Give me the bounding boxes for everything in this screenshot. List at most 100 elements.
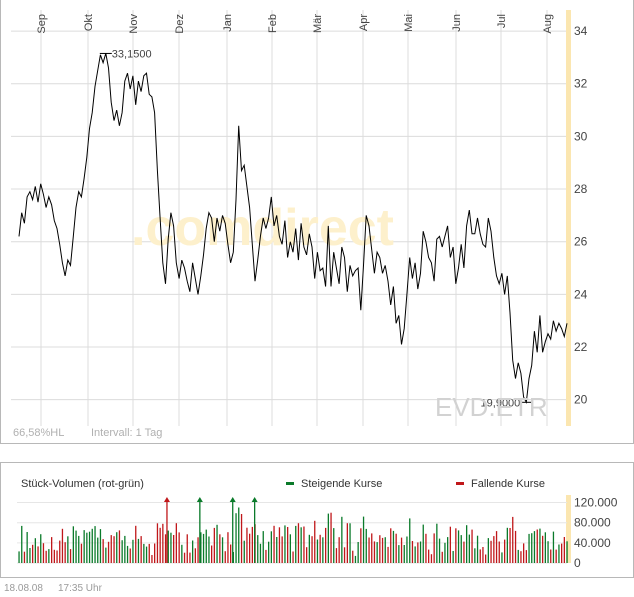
- volume-bar: [300, 527, 302, 563]
- volume-bar: [517, 549, 519, 563]
- volume-bar: [395, 533, 397, 563]
- vol-y-tick-label-0: 120.000: [574, 496, 618, 510]
- volume-bar: [83, 530, 85, 563]
- volume-bar: [129, 548, 131, 563]
- volume-bar: [512, 516, 514, 563]
- volume-bar: [455, 528, 457, 563]
- volume-bar: [335, 548, 338, 563]
- volume-bar: [485, 554, 487, 563]
- volume-bar: [143, 543, 145, 563]
- volume-bar: [230, 544, 232, 563]
- volume-bar: [463, 541, 465, 563]
- footer-date: 18.08.08: [4, 583, 43, 594]
- volume-bar: [306, 547, 308, 563]
- price-grid: [11, 10, 567, 426]
- volume-bar: [487, 538, 489, 563]
- volume-bar: [322, 537, 324, 563]
- high-label: 33,1500: [112, 48, 152, 60]
- volume-bar: [148, 543, 150, 563]
- volume-bar: [501, 552, 503, 563]
- volume-bar: [403, 545, 405, 563]
- volume-bar: [102, 539, 104, 563]
- volume-bar: [547, 541, 549, 563]
- y-tick-labels: 34 32 30 28 26 24 22 20: [574, 24, 588, 407]
- volume-bar: [506, 527, 508, 563]
- volume-bar: [452, 551, 454, 563]
- volume-bar: [436, 523, 438, 563]
- volume-bar: [425, 533, 427, 563]
- volume-bar: [303, 526, 305, 563]
- volume-bar: [48, 549, 50, 563]
- volume-bar: [444, 542, 446, 563]
- volume-bar: [542, 535, 544, 563]
- volume-bar: [398, 545, 400, 563]
- volume-bar: [107, 541, 110, 563]
- volume-bar: [181, 544, 183, 563]
- volume-bar: [419, 541, 422, 563]
- legend-up-swatch: [286, 482, 294, 485]
- volume-bar: [183, 552, 186, 563]
- volume-bar: [376, 542, 378, 563]
- volume-bar: [173, 535, 175, 563]
- low-label: 19,9000: [481, 397, 521, 409]
- x-tick-label-10: Jul: [496, 14, 508, 28]
- volume-bar: [192, 540, 194, 563]
- x-tick-label-2: Nov: [128, 14, 140, 34]
- volume-bar: [287, 527, 289, 563]
- vol-y-tick-label-2: 40.000: [574, 536, 611, 550]
- x-tick-label-8: Mai: [403, 14, 415, 32]
- volume-bar: [159, 527, 161, 563]
- volume-bar: [536, 529, 538, 563]
- volume-bar: [249, 533, 251, 563]
- price-chart-panel: .comdirect Sep Okt Nov Dez Jan Feb Mär Apr Mai Ju…: [0, 0, 634, 444]
- volume-bar: [21, 525, 23, 563]
- x-tick-label-7: Apr: [358, 14, 370, 31]
- legend-down-label: Fallende Kurse: [471, 478, 545, 490]
- volume-bar: [94, 526, 96, 563]
- volume-bar: [34, 538, 36, 563]
- y-tick-label-7: 20: [574, 393, 588, 407]
- volume-bar: [240, 514, 243, 563]
- price-axis-highlight: [566, 10, 571, 426]
- volume-bar: [42, 543, 45, 563]
- volume-bar: [392, 530, 395, 563]
- volume-bar: [121, 540, 123, 563]
- volume-bar: [297, 523, 300, 563]
- volume-bar: [110, 535, 112, 563]
- volume-title: Stück-Volumen (rot-grün): [21, 478, 144, 490]
- volume-bar: [59, 540, 61, 563]
- volume-bar: [145, 546, 148, 563]
- volume-bar: [162, 523, 164, 563]
- watermark-text: .comdirect: [131, 199, 394, 257]
- volume-bar: [270, 531, 272, 563]
- volume-bar: [433, 533, 435, 563]
- y-tick-label-4: 26: [574, 235, 588, 249]
- volume-bar: [428, 549, 430, 563]
- volume-bar: [67, 536, 69, 563]
- volume-bar: [200, 532, 202, 563]
- volume-bar: [552, 531, 555, 563]
- volume-bar: [118, 530, 121, 563]
- volume-bar: [257, 535, 259, 563]
- volume-bar: [504, 539, 506, 563]
- x-tick-label-9: Jun: [451, 14, 463, 32]
- volume-bar: [273, 525, 275, 563]
- legend-up-label: Steigende Kurse: [301, 478, 382, 490]
- x-tick-labels: Sep Okt Nov Dez Jan Feb Mär Apr Mai Jun Jul Aug: [36, 14, 554, 34]
- volume-bar: [265, 549, 267, 563]
- symbol-label: EVD.ETR: [435, 392, 548, 422]
- volume-bar: [132, 539, 134, 563]
- volume-bar: [53, 549, 55, 563]
- y-tick-label-6: 22: [574, 340, 588, 354]
- volume-bar: [91, 528, 93, 563]
- volume-bar: [80, 543, 83, 563]
- volume-bar: [243, 540, 245, 563]
- y-tick-label-3: 28: [574, 182, 588, 196]
- volume-bar: [550, 549, 552, 563]
- volume-bar: [105, 547, 107, 563]
- volume-bar: [40, 534, 42, 563]
- volume-bar: [208, 536, 210, 563]
- volume-bar: [170, 532, 172, 563]
- info-hl: 66,58%HL: [13, 427, 64, 439]
- volume-bar: [457, 530, 460, 563]
